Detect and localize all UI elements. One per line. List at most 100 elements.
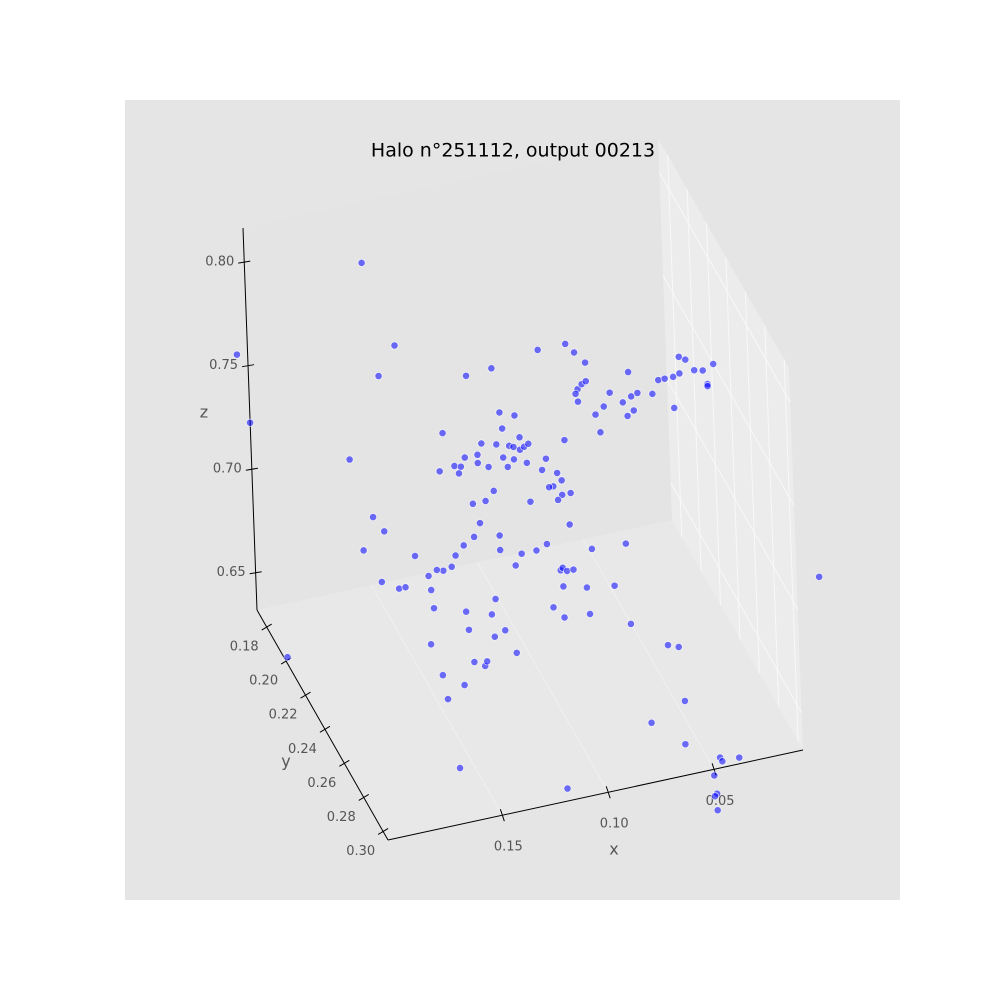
x-tick-mark [499, 809, 505, 822]
z-tick-label: 0.75 [209, 358, 238, 373]
point [582, 583, 591, 592]
point [511, 561, 520, 570]
grid-line [582, 539, 715, 770]
grid-line [667, 155, 683, 538]
x-axis-label: x [609, 840, 618, 859]
point [581, 358, 590, 367]
grid-line [686, 189, 702, 572]
point [450, 462, 459, 470]
point [627, 392, 636, 401]
point [624, 368, 633, 376]
point [681, 740, 690, 749]
y-tick-label: 0.26 [307, 776, 336, 791]
point [432, 566, 441, 574]
grid-line [744, 291, 760, 674]
point [401, 583, 410, 592]
z-tick-label: 0.80 [205, 255, 234, 270]
grid-line [666, 378, 799, 610]
floor-pane [257, 520, 803, 840]
point [345, 455, 354, 464]
point [569, 565, 578, 574]
point [599, 402, 608, 411]
y-tick-mark [261, 623, 272, 631]
grid-line [370, 584, 503, 816]
grid-line [658, 171, 791, 403]
point [503, 463, 512, 471]
point [491, 595, 500, 603]
grid-line [764, 325, 780, 708]
point [674, 352, 683, 361]
point [709, 360, 718, 368]
point [574, 397, 582, 406]
point [664, 641, 672, 650]
point [560, 613, 569, 622]
point [476, 519, 484, 528]
point [591, 410, 600, 419]
point [558, 490, 567, 499]
point [626, 619, 635, 628]
point [610, 581, 619, 590]
point [698, 366, 707, 375]
point [587, 544, 596, 553]
point [489, 486, 498, 495]
point [438, 671, 447, 680]
point [623, 412, 632, 420]
point [711, 792, 720, 801]
point [495, 531, 504, 540]
point [675, 369, 684, 378]
point [735, 753, 744, 762]
grid-line [670, 482, 803, 713]
point [538, 466, 547, 474]
point [470, 532, 479, 541]
point [484, 463, 493, 471]
chart-title: Halo n°251112, output 00213 [371, 140, 655, 162]
z-tick-mark [241, 364, 255, 368]
point [470, 658, 479, 666]
y-axis-line [256, 609, 389, 841]
point [560, 436, 569, 445]
x-tick-mark [605, 786, 611, 799]
point [605, 388, 614, 397]
point [487, 610, 496, 619]
point [563, 567, 572, 575]
point [456, 764, 465, 772]
point [563, 784, 572, 793]
point [660, 374, 669, 383]
point [559, 582, 568, 591]
point [815, 572, 824, 581]
point [439, 566, 448, 575]
point [411, 552, 419, 560]
point [554, 495, 563, 504]
point [374, 372, 383, 381]
point [586, 610, 594, 618]
grid-line [662, 275, 795, 506]
point [460, 453, 469, 462]
y-axis-label: y [281, 752, 290, 771]
point [369, 513, 378, 522]
point [473, 459, 482, 468]
point [444, 695, 452, 704]
point [481, 497, 490, 505]
point [549, 603, 558, 612]
point [390, 341, 399, 350]
side-pane [658, 138, 803, 750]
grid-line [783, 359, 799, 742]
point [703, 382, 712, 391]
point [451, 551, 460, 560]
point [524, 439, 533, 448]
point [532, 546, 541, 555]
z-axis-label: z [200, 403, 208, 422]
point [424, 572, 433, 580]
point [427, 640, 436, 649]
point [490, 632, 499, 641]
point [565, 520, 574, 529]
point [435, 467, 444, 476]
point [487, 364, 496, 373]
point [357, 258, 366, 267]
point [456, 462, 465, 471]
x-tick-label: 0.15 [494, 840, 523, 855]
y-tick-mark [300, 691, 311, 699]
z-tick-mark [249, 571, 262, 575]
point [557, 476, 566, 485]
